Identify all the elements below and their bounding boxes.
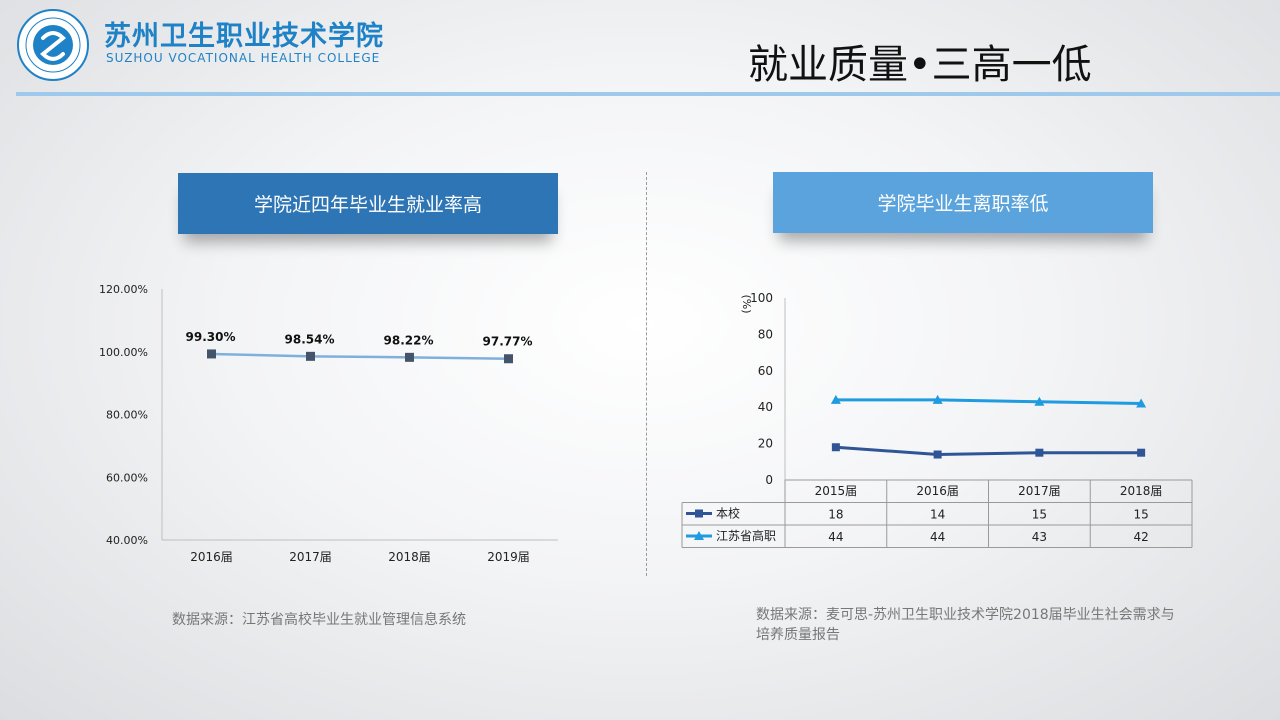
data-table-value: 42 (1133, 530, 1148, 544)
data-table-value: 43 (1032, 530, 1047, 544)
left-y-tick-label: 100.00% (99, 346, 148, 359)
left-data-source: 数据来源：江苏省高校毕业生就业管理信息系统 (172, 612, 466, 628)
left-y-tick-label: 40.00% (106, 534, 148, 547)
right-data-source: 数据来源：麦可思-苏州卫生职业技术学院2018届毕业生社会需求与培养质量报告 (756, 607, 1175, 643)
right-y-tick-label: 0 (765, 473, 773, 487)
left-y-tick-label: 80.00% (106, 409, 148, 422)
right-y-tick-label: 40 (758, 400, 773, 414)
college-name-en: SUZHOU VOCATIONAL HEALTH COLLEGE (106, 51, 381, 65)
legend-series-name: 江苏省高职 (716, 528, 776, 543)
left-x-tick-label: 2016届 (190, 550, 233, 564)
employment-rate-point (207, 349, 216, 359)
right-x-tick-label: 2018届 (1120, 484, 1163, 498)
data-table-value: 44 (828, 530, 843, 544)
slide-title: 就业质量•三高一低 (748, 42, 1092, 88)
right-y-tick-label: 100 (750, 291, 773, 305)
right-x-tick-label: 2017届 (1018, 484, 1061, 498)
turnover-point-province (1034, 396, 1045, 406)
legend-swatch-marker (694, 531, 704, 540)
employment-rate-data-label: 97.77% (483, 335, 533, 349)
turnover-point-province (932, 394, 943, 404)
college-logo-icon (17, 9, 89, 81)
turnover-point-school (1035, 448, 1044, 457)
right-x-tick-label: 2016届 (916, 484, 959, 498)
header-divider (16, 92, 1280, 96)
data-table-value: 15 (1032, 508, 1047, 522)
employment-rate-point (504, 354, 513, 364)
employment-rate-data-label: 98.22% (384, 333, 434, 347)
left-x-tick-label: 2019届 (487, 550, 530, 564)
employment-rate-point (306, 351, 315, 361)
center-divider (646, 172, 647, 576)
data-table-value: 44 (930, 530, 945, 544)
legend-series-name: 本校 (716, 506, 740, 521)
left-y-tick-label: 120.00% (99, 283, 148, 296)
turnover-point-province (830, 394, 841, 404)
legend-swatch-marker (695, 509, 703, 518)
turnover-point-province (1136, 398, 1147, 408)
data-table-value: 15 (1133, 508, 1148, 522)
turnover-line-province (835, 398, 1142, 406)
right-y-tick-label: 80 (758, 327, 773, 341)
data-table-value: 18 (828, 508, 843, 522)
employment-rate-data-label: 98.54% (285, 332, 335, 346)
employment-rate-point (405, 352, 414, 362)
employment-rate-data-label: 99.30% (186, 330, 236, 344)
college-name-cn: 苏州卫生职业技术学院 (104, 21, 384, 52)
right-y-axis-label: (%) (740, 294, 753, 313)
turnover-point-school (1137, 448, 1146, 457)
turnover-point-school (831, 443, 840, 452)
left-x-tick-label: 2018届 (388, 550, 431, 564)
turnover-point-school (933, 450, 942, 459)
left-x-tick-label: 2017届 (289, 550, 332, 564)
employment-rate-line (211, 352, 509, 360)
left-y-tick-label: 60.00% (106, 471, 148, 484)
right-y-tick-label: 60 (758, 364, 773, 378)
turnover-rate-banner: 学院毕业生离职率低 (773, 172, 1153, 233)
right-x-tick-label: 2015届 (815, 484, 858, 498)
right-y-tick-label: 20 (758, 437, 773, 451)
data-table-value: 14 (930, 508, 945, 522)
turnover-line-school (835, 445, 1142, 457)
employment-rate-banner: 学院近四年毕业生就业率高 (178, 173, 558, 234)
